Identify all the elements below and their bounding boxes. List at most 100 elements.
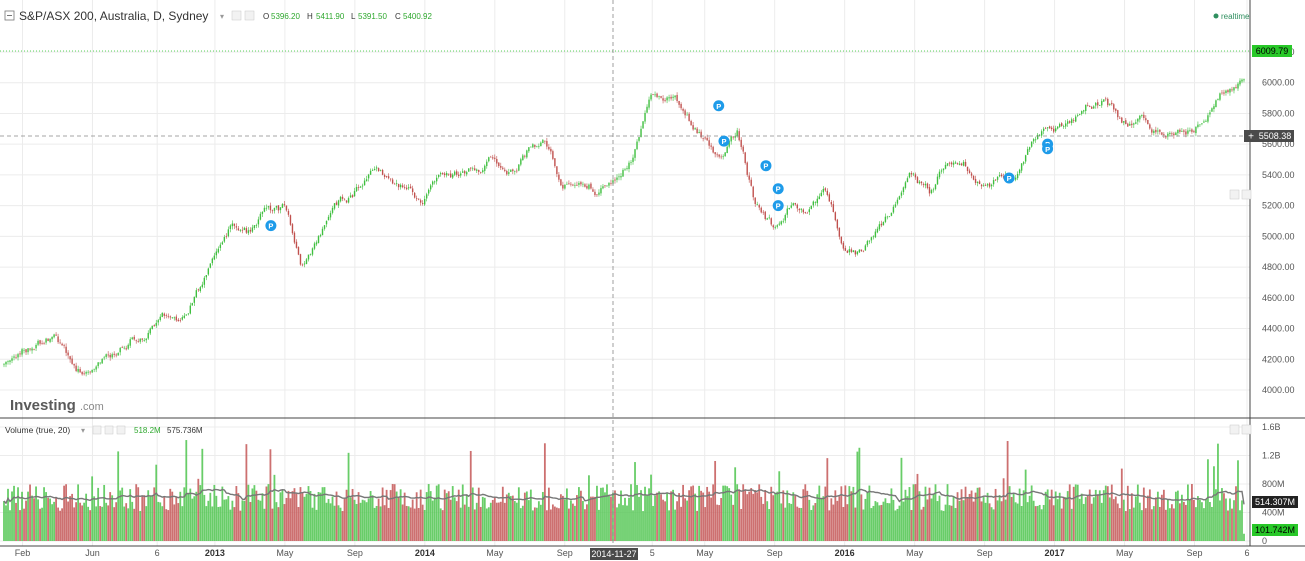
event-markers[interactable]: PPPPPPPPP bbox=[265, 100, 1054, 232]
volume-bar bbox=[143, 495, 146, 541]
candle-body bbox=[339, 196, 342, 202]
volume-bar bbox=[161, 506, 164, 541]
candle-body bbox=[191, 303, 194, 306]
candle-body bbox=[153, 325, 155, 327]
event-marker[interactable]: P bbox=[772, 183, 784, 195]
price-candle bbox=[305, 257, 308, 265]
volume-bar bbox=[592, 496, 594, 541]
price-candle bbox=[844, 245, 847, 252]
price-candle bbox=[534, 144, 536, 150]
candle-body bbox=[886, 216, 889, 218]
volume-bar bbox=[239, 510, 242, 541]
pane-scale-icon[interactable] bbox=[1229, 189, 1240, 200]
price-candle bbox=[1087, 102, 1089, 107]
volume-bar bbox=[830, 498, 833, 541]
volume-bar bbox=[101, 506, 104, 541]
price-candle bbox=[1229, 88, 1231, 96]
volume-bar bbox=[620, 490, 622, 541]
price-candle bbox=[309, 253, 312, 256]
price-candle bbox=[458, 171, 460, 179]
volume-bar bbox=[940, 510, 943, 541]
time-axis[interactable]: Feb Jun 6 2013 May Sep 2014 May Sep 5 May Sep 2016 Ma… bbox=[15, 548, 1250, 558]
volume-bar bbox=[491, 499, 494, 541]
event-marker[interactable]: P bbox=[1003, 172, 1015, 184]
candle-body bbox=[942, 168, 945, 171]
volume-bar bbox=[431, 500, 434, 541]
price-candle bbox=[23, 348, 25, 354]
event-marker[interactable]: P bbox=[760, 160, 772, 172]
price-candle bbox=[482, 167, 484, 174]
volume-bar bbox=[1215, 489, 1217, 541]
candle-body bbox=[135, 340, 137, 342]
volume-bar bbox=[1020, 506, 1023, 541]
candle-body bbox=[910, 173, 913, 175]
volume-bar bbox=[1094, 489, 1097, 541]
candle-body bbox=[87, 371, 89, 373]
pane-maximize-icon[interactable] bbox=[1241, 189, 1252, 200]
candle-body bbox=[93, 368, 95, 370]
price-candle bbox=[940, 168, 943, 174]
candle-body bbox=[275, 206, 278, 208]
volume-chevron-down-icon[interactable]: ▾ bbox=[81, 426, 85, 435]
price-candle bbox=[944, 161, 947, 170]
time-tick-label: Feb bbox=[15, 548, 31, 558]
price-candle bbox=[634, 148, 636, 161]
volume-eye-icon[interactable] bbox=[92, 425, 102, 435]
volume-pane-scale-icon[interactable] bbox=[1229, 424, 1240, 435]
candle-body bbox=[1239, 80, 1241, 85]
candle-body bbox=[1155, 129, 1157, 133]
candle-body bbox=[904, 182, 907, 188]
chevron-down-icon[interactable]: ▾ bbox=[220, 12, 224, 21]
volume-close-icon[interactable] bbox=[116, 425, 126, 435]
volume-bar bbox=[441, 510, 444, 541]
price-candle bbox=[89, 370, 91, 375]
volume-pane-maximize-icon[interactable] bbox=[1241, 424, 1252, 435]
volume-bar bbox=[85, 493, 88, 541]
event-marker[interactable]: P bbox=[772, 200, 784, 212]
price-candle bbox=[1181, 128, 1183, 132]
candle-body bbox=[271, 210, 274, 212]
volume-bar bbox=[207, 500, 210, 541]
price-candle bbox=[181, 315, 183, 321]
volume-badge-current: 101.742M bbox=[1252, 524, 1298, 536]
volume-bar bbox=[1058, 492, 1061, 541]
candle-body bbox=[600, 188, 602, 194]
volume-bar bbox=[1138, 502, 1141, 541]
price-candle bbox=[255, 223, 258, 229]
price-candle bbox=[504, 167, 506, 173]
volume-bar bbox=[201, 448, 204, 541]
price-candle bbox=[297, 246, 300, 256]
event-marker-icon bbox=[1003, 172, 1015, 184]
price-tick-label: 5400.00 bbox=[1262, 170, 1295, 180]
volume-bar bbox=[343, 498, 346, 541]
volume-bar bbox=[1114, 496, 1117, 541]
volume-bar bbox=[409, 507, 412, 541]
price-candle bbox=[213, 252, 216, 261]
volume-bar bbox=[666, 493, 668, 541]
volume-bar bbox=[596, 485, 598, 541]
price-candle bbox=[271, 209, 274, 214]
volume-bar bbox=[121, 487, 124, 541]
settings-icon[interactable] bbox=[231, 10, 242, 21]
candle-body bbox=[1153, 130, 1155, 133]
candle-body bbox=[634, 149, 636, 158]
candle-body bbox=[826, 190, 829, 195]
candle-body bbox=[648, 99, 650, 108]
price-candle bbox=[966, 166, 969, 175]
event-marker[interactable]: P bbox=[1042, 143, 1054, 155]
price-candle bbox=[1215, 99, 1217, 108]
candle-body bbox=[1143, 114, 1145, 118]
volume-bar bbox=[1108, 497, 1111, 541]
close-icon[interactable] bbox=[244, 10, 255, 21]
candle-body bbox=[710, 145, 712, 147]
event-marker[interactable]: P bbox=[718, 135, 730, 147]
event-marker[interactable]: P bbox=[713, 100, 725, 112]
volume-settings-icon[interactable] bbox=[104, 425, 114, 435]
event-marker[interactable]: P bbox=[265, 220, 277, 232]
price-candle bbox=[203, 276, 206, 288]
price-candle bbox=[103, 355, 105, 361]
volume-bar bbox=[1187, 484, 1189, 541]
volume-bar bbox=[792, 492, 795, 541]
